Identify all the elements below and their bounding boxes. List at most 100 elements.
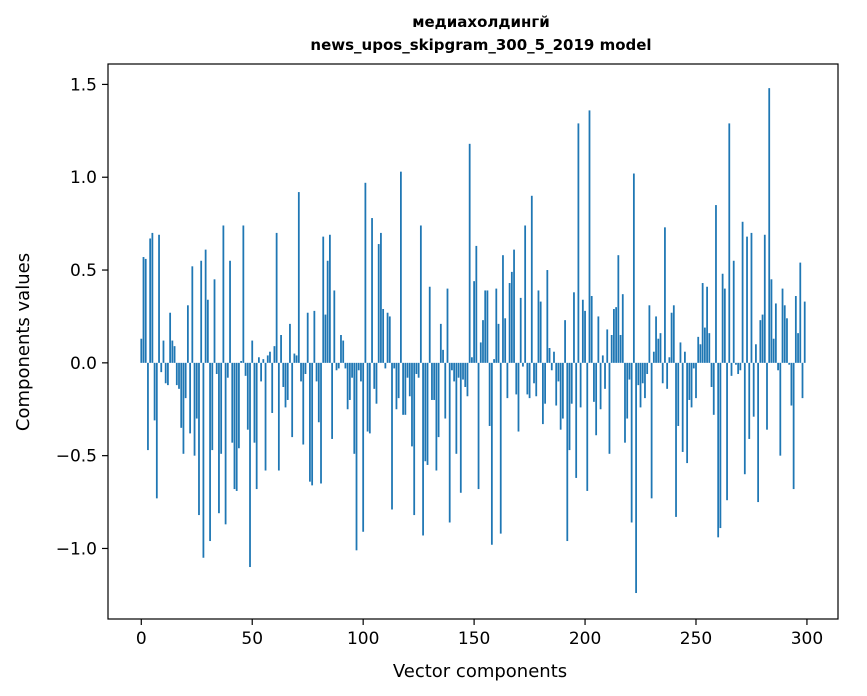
bar-43 xyxy=(235,362,238,491)
bar-283 xyxy=(768,88,771,363)
bar-17 xyxy=(178,362,180,389)
bar-161 xyxy=(497,323,500,363)
bar-213 xyxy=(613,309,615,363)
bar-107 xyxy=(377,244,380,363)
bar-68 xyxy=(291,362,294,438)
bar-36 xyxy=(220,362,223,454)
bar-21 xyxy=(186,305,189,363)
bar-236 xyxy=(664,227,666,363)
bar-0 xyxy=(140,338,143,363)
bar-99 xyxy=(360,362,362,382)
bar-242 xyxy=(677,362,680,426)
bar-84 xyxy=(326,260,329,363)
bar-31 xyxy=(209,362,211,542)
bar-42 xyxy=(233,362,236,490)
bar-95 xyxy=(351,362,353,378)
bar-173 xyxy=(524,225,527,363)
bar-203 xyxy=(590,296,593,363)
bar-299 xyxy=(803,301,806,363)
bar-35 xyxy=(218,362,220,514)
bar-27 xyxy=(200,260,203,363)
bar-221 xyxy=(630,362,633,523)
bar-140 xyxy=(451,362,453,371)
bar-188 xyxy=(557,362,560,382)
bar-176 xyxy=(530,195,533,363)
bar-195 xyxy=(573,292,575,363)
bar-81 xyxy=(320,362,322,484)
bar-289 xyxy=(781,288,784,363)
bar-227 xyxy=(644,362,646,399)
bar-277 xyxy=(755,344,757,363)
bar-178 xyxy=(535,362,538,397)
bar-10 xyxy=(162,340,165,363)
bar-144 xyxy=(459,362,462,493)
x-tick-label-250: 250 xyxy=(680,629,712,649)
bar-60 xyxy=(273,346,276,363)
bar-232 xyxy=(655,316,657,363)
bar-201 xyxy=(586,362,589,491)
bar-145 xyxy=(462,362,464,380)
bar-108 xyxy=(380,232,382,363)
bar-25 xyxy=(195,362,198,419)
bar-183 xyxy=(546,270,549,363)
bar-208 xyxy=(601,355,604,363)
bar-251 xyxy=(697,336,700,363)
bar-171 xyxy=(519,297,522,363)
bar-293 xyxy=(790,362,793,406)
bar-119 xyxy=(404,362,407,415)
bar-194 xyxy=(570,362,573,404)
bar-259 xyxy=(715,205,717,363)
bar-167 xyxy=(510,271,513,363)
bar-5 xyxy=(151,232,154,363)
bar-30 xyxy=(206,299,209,363)
bar-106 xyxy=(375,362,378,404)
bar-286 xyxy=(774,303,777,363)
bar-220 xyxy=(628,362,631,380)
bar-285 xyxy=(772,338,775,363)
bar-50 xyxy=(251,340,254,363)
bar-267 xyxy=(732,260,735,363)
x-tick-label-150: 150 xyxy=(458,629,490,649)
bar-295 xyxy=(794,296,797,363)
bar-262 xyxy=(721,273,724,363)
bar-189 xyxy=(559,362,562,430)
bar-182 xyxy=(544,362,546,404)
bar-257 xyxy=(710,362,713,387)
bar-205 xyxy=(595,362,598,436)
bar-191 xyxy=(564,320,566,363)
bar-231 xyxy=(652,351,655,363)
bar-7 xyxy=(155,362,158,499)
bar-117 xyxy=(400,171,402,363)
bar-223 xyxy=(635,362,637,594)
bar-151 xyxy=(475,245,478,363)
chart-title-line-1: медиахолдингй xyxy=(412,13,549,31)
bar-65 xyxy=(284,362,287,408)
bar-54 xyxy=(260,362,262,382)
bar-268 xyxy=(735,362,737,365)
bar-141 xyxy=(453,362,456,382)
bar-170 xyxy=(517,362,520,432)
bar-162 xyxy=(499,362,502,534)
bar-198 xyxy=(579,362,582,408)
bar-3 xyxy=(147,362,149,451)
bar-126 xyxy=(419,225,422,363)
bar-11 xyxy=(164,362,167,384)
bar-217 xyxy=(621,294,624,363)
bar-110 xyxy=(384,362,387,369)
y-tick-label-3: 0.5 xyxy=(70,261,97,281)
bar-29 xyxy=(204,249,207,363)
bar-181 xyxy=(542,362,544,425)
bar-22 xyxy=(189,362,191,434)
bar-105 xyxy=(373,362,376,389)
bar-87 xyxy=(333,290,336,363)
bar-20 xyxy=(184,362,187,399)
bar-199 xyxy=(581,299,584,363)
bar-292 xyxy=(788,362,791,365)
bar-297 xyxy=(799,262,802,363)
bar-64 xyxy=(282,362,285,387)
bar-248 xyxy=(690,362,693,408)
bar-263 xyxy=(723,288,726,363)
bar-152 xyxy=(477,362,480,490)
bar-89 xyxy=(337,362,340,369)
bar-202 xyxy=(588,110,591,363)
